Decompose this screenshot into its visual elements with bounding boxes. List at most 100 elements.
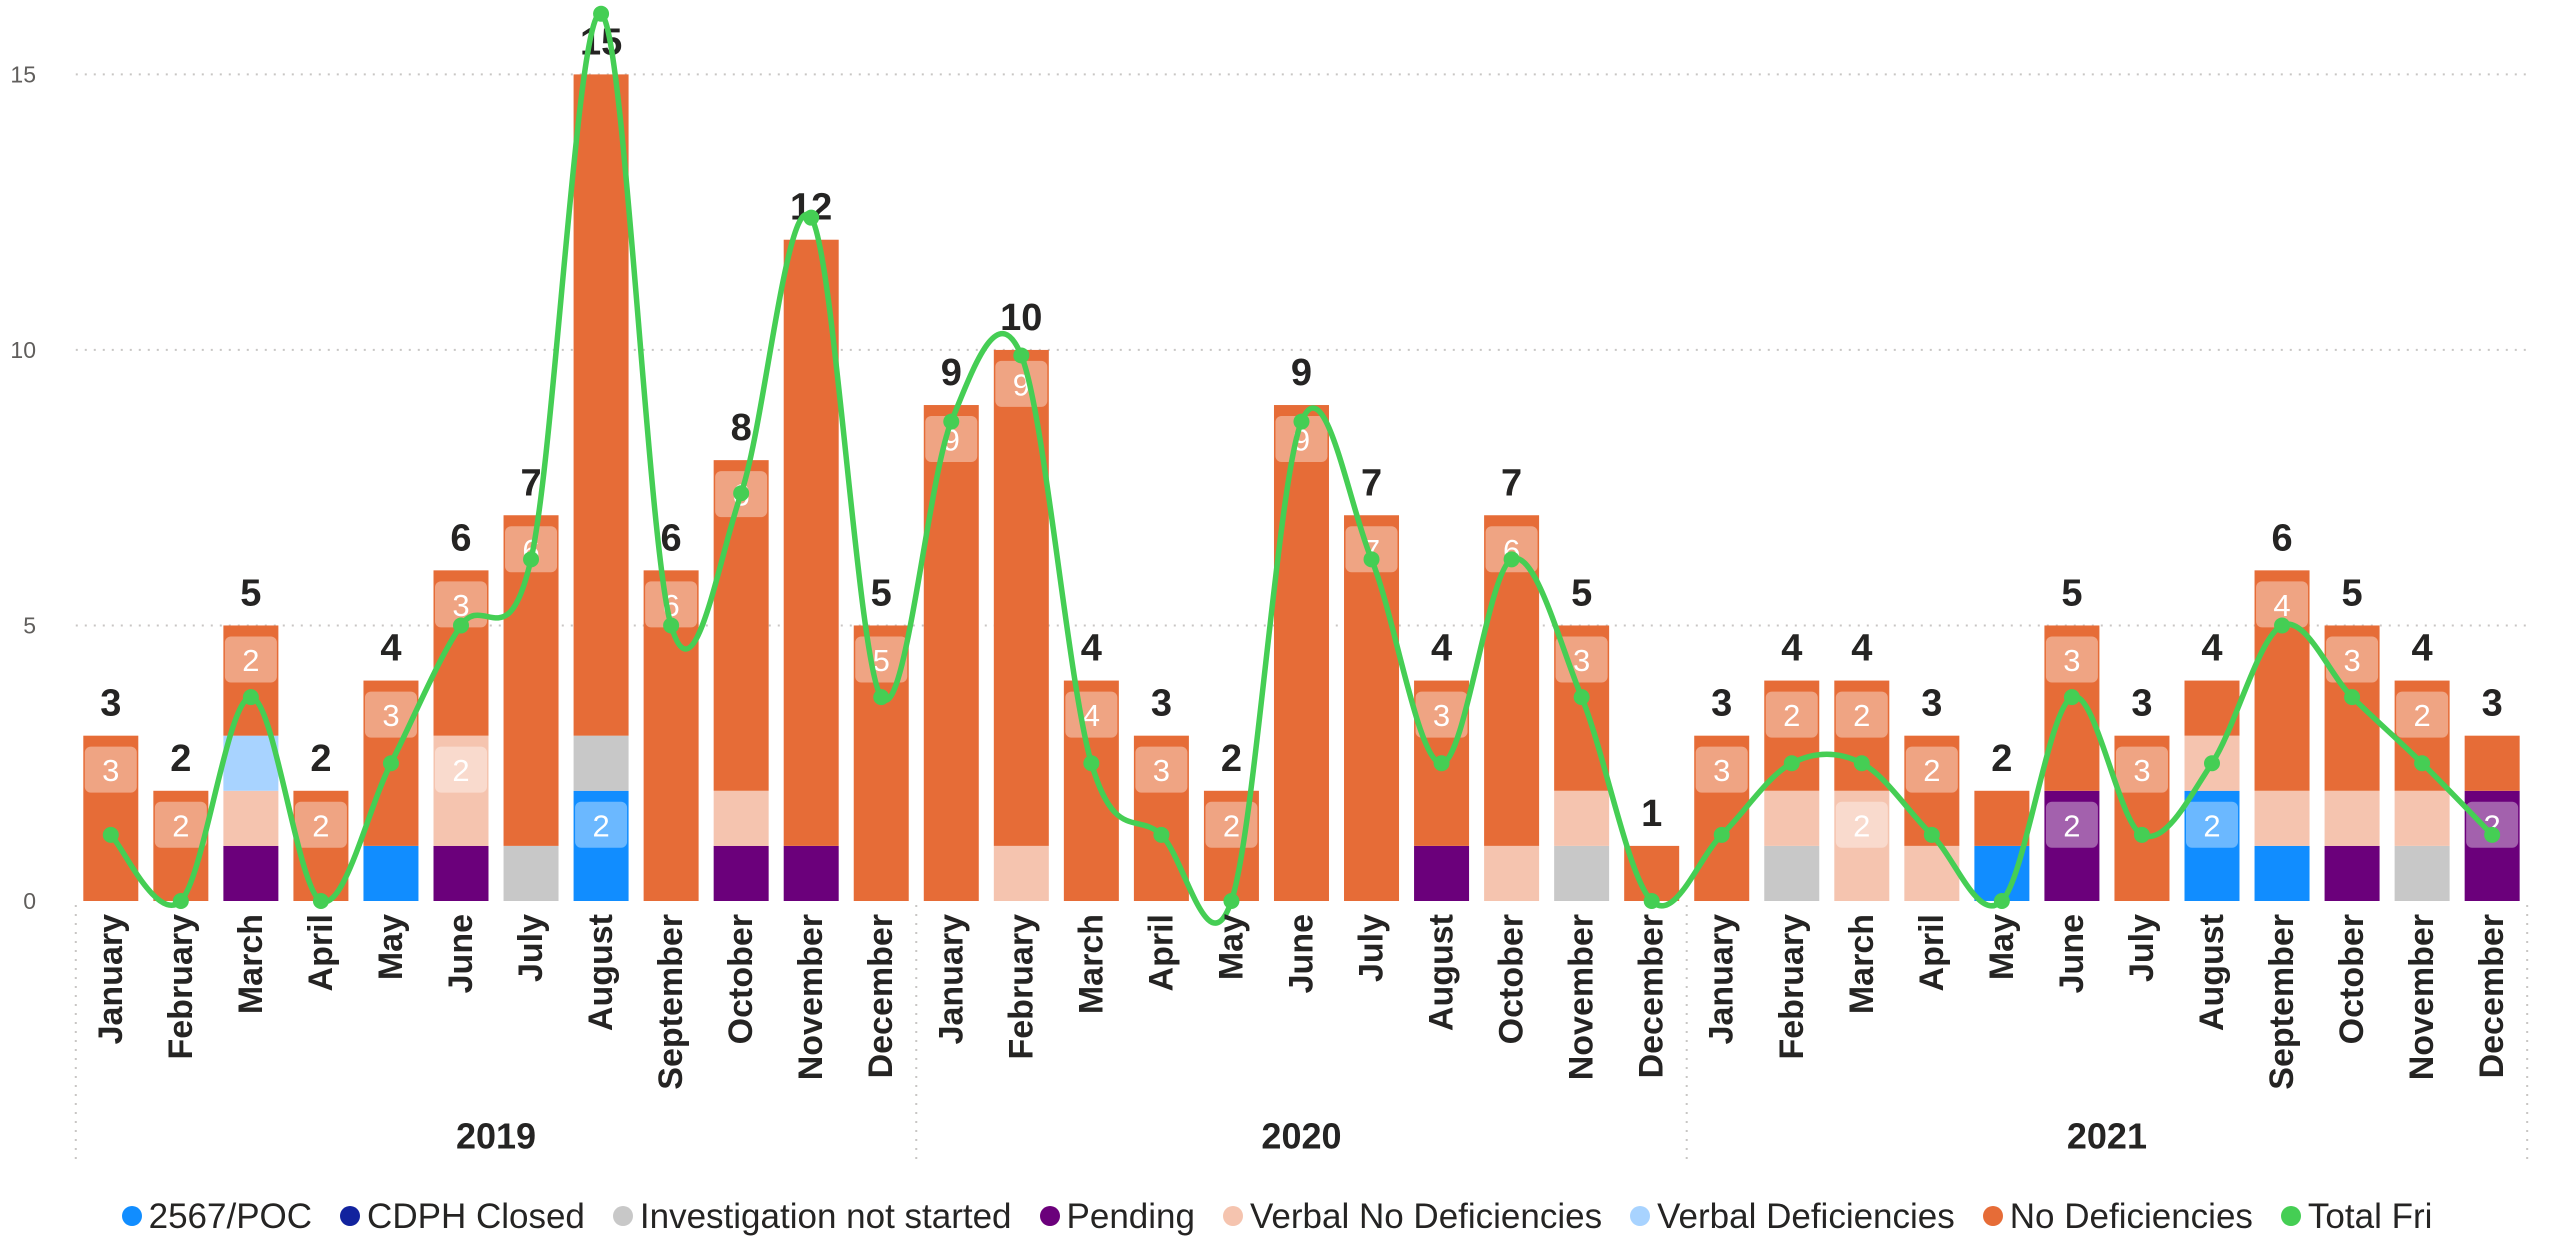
total-fri-point[interactable] (1783, 755, 1800, 772)
total-fri-point[interactable] (242, 689, 259, 706)
bar-segment[interactable] (2394, 845, 2450, 901)
bar-segment[interactable] (1063, 680, 1119, 901)
legend-item[interactable]: Verbal Deficiencies (1630, 1199, 1955, 1234)
bar-segment[interactable] (1624, 845, 1680, 901)
legend-item[interactable]: Verbal No Deficiencies (1222, 1199, 1602, 1234)
bar-segment[interactable] (1834, 790, 1890, 901)
bar-segment[interactable] (713, 790, 769, 846)
bar-segment[interactable] (223, 845, 279, 901)
bar-segment[interactable] (83, 735, 139, 901)
total-fri-point[interactable] (2204, 755, 2220, 772)
bar-segment[interactable] (1554, 845, 1610, 901)
bar-segment[interactable] (993, 845, 1049, 901)
total-fri-point[interactable] (1573, 689, 1590, 706)
bar-segment[interactable] (363, 845, 419, 901)
total-fri-point[interactable] (803, 209, 820, 226)
legend-item[interactable]: Investigation not started (612, 1199, 1012, 1234)
total-fri-point[interactable] (2063, 689, 2080, 706)
bar-segment[interactable] (2324, 625, 2380, 791)
segment-label-value: 2 (1853, 808, 1870, 843)
bar-segment[interactable] (923, 405, 979, 901)
segment-label-box (1835, 691, 1888, 738)
bar-segment[interactable] (573, 790, 629, 901)
bar-segment[interactable] (2044, 790, 2100, 901)
total-fri-point[interactable] (1083, 755, 1100, 772)
bar-segment[interactable] (573, 74, 629, 736)
bar-segment[interactable] (1133, 735, 1189, 901)
bar-segment[interactable] (713, 845, 769, 901)
legend-item[interactable]: Pending (1039, 1199, 1195, 1234)
total-fri-point[interactable] (172, 893, 189, 909)
bar-segment[interactable] (433, 845, 489, 901)
total-fri-point[interactable] (1363, 551, 1380, 568)
total-fri-point[interactable] (382, 755, 399, 772)
total-fri-point[interactable] (2344, 689, 2361, 706)
total-fri-point[interactable] (453, 617, 469, 634)
total-fri-point[interactable] (523, 551, 540, 568)
bar-segment[interactable] (713, 460, 769, 791)
bar-segment[interactable] (2254, 845, 2310, 901)
total-fri-point[interactable] (2484, 826, 2501, 843)
bar-segment[interactable] (433, 735, 489, 846)
bar-segment[interactable] (993, 349, 1049, 846)
total-fri-point[interactable] (1293, 413, 1310, 430)
bar-segment[interactable] (1344, 515, 1400, 901)
bar-segment[interactable] (783, 845, 839, 901)
bar-segment[interactable] (1974, 790, 2030, 846)
total-fri-point[interactable] (593, 5, 610, 22)
bar-segment[interactable] (1554, 790, 1610, 846)
legend-item[interactable]: Total Fri (2280, 1199, 2432, 1234)
bar-segment[interactable] (223, 790, 279, 846)
total-fri-point[interactable] (2274, 617, 2291, 634)
bar-segment[interactable] (1764, 790, 1820, 846)
total-fri-point[interactable] (1853, 755, 1870, 772)
bar-segment[interactable] (1764, 845, 1820, 901)
bar-segment[interactable] (2324, 790, 2380, 846)
bar-segment[interactable] (2464, 790, 2520, 901)
bar-segment[interactable] (2114, 735, 2170, 901)
bar-segment[interactable] (1764, 680, 1820, 791)
total-fri-point[interactable] (1643, 893, 1660, 909)
bar-segment[interactable] (1904, 845, 1960, 901)
bar-segment[interactable] (2324, 845, 2380, 901)
total-fri-point[interactable] (1923, 826, 1940, 843)
total-fri-point[interactable] (1503, 551, 1520, 568)
bar-segment[interactable] (1834, 680, 1890, 791)
bar-segment[interactable] (293, 790, 349, 901)
bar-segment[interactable] (1414, 845, 1470, 901)
total-label: 3 (2482, 683, 2503, 725)
bar-segment[interactable] (783, 239, 839, 846)
total-fri-point[interactable] (312, 893, 329, 909)
bar-segment[interactable] (2464, 735, 2520, 791)
bar-segment[interactable] (2254, 790, 2310, 846)
bar-segment[interactable] (2254, 570, 2310, 791)
total-fri-point[interactable] (102, 826, 119, 843)
segment-label-value: 4 (1083, 698, 1100, 733)
total-fri-point[interactable] (1223, 893, 1240, 909)
total-fri-point[interactable] (1153, 826, 1170, 843)
total-fri-point[interactable] (2133, 826, 2150, 843)
legend-item[interactable]: 2567/POC (121, 1199, 312, 1234)
bar-segment[interactable] (1273, 405, 1329, 901)
total-fri-point[interactable] (2414, 755, 2431, 772)
bar-segment[interactable] (573, 735, 629, 791)
total-fri-point[interactable] (733, 485, 750, 502)
bar-segment[interactable] (503, 845, 559, 901)
bar-segment[interactable] (2044, 625, 2100, 791)
total-fri-point[interactable] (1993, 893, 2010, 909)
bar-segment[interactable] (2394, 790, 2450, 846)
total-fri-point[interactable] (1433, 755, 1450, 772)
total-fri-point[interactable] (1713, 826, 1730, 843)
bar-segment[interactable] (1484, 845, 1540, 901)
legend-item[interactable]: CDPH Closed (340, 1199, 585, 1234)
bar-segment[interactable] (2184, 790, 2240, 901)
bar-segment[interactable] (223, 625, 279, 736)
total-fri-point[interactable] (663, 617, 680, 634)
bar-segment[interactable] (2394, 680, 2450, 791)
total-fri-point[interactable] (1013, 347, 1030, 364)
total-fri-point[interactable] (943, 413, 960, 430)
bar-segment[interactable] (153, 790, 209, 901)
bar-segment[interactable] (223, 735, 279, 791)
total-fri-point[interactable] (873, 689, 890, 706)
legend-item[interactable]: No Deficiencies (1982, 1199, 2253, 1234)
